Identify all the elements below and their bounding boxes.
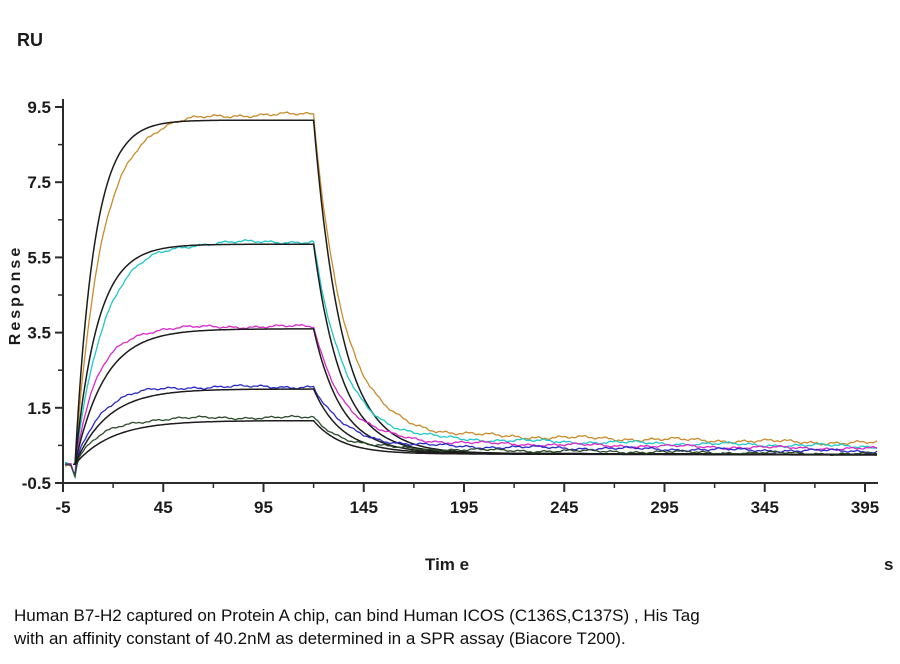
sensorgram-trace-1-orange (64, 111, 878, 477)
sensorgram-trace-3-magenta (64, 324, 878, 476)
y-tick-label: -0.5 (22, 474, 51, 493)
y-axis-unit-label: RU (17, 30, 43, 50)
sensorgram-trace-2-fit (73, 243, 877, 465)
x-tick-label: 345 (751, 498, 779, 517)
y-tick-label: 9.5 (27, 98, 51, 117)
spr-sensorgram-chart: 9.5 7.5 5.5 3.5 1.5 -0.5-5 45 95 145 195 245 295 345… (22, 98, 879, 517)
caption-line-1: Human B7-H2 captured on Protein A chip, … (14, 606, 700, 625)
caption-line-2: with an affinity constant of 40.2nM as d… (14, 629, 626, 648)
x-tick-label: 395 (851, 498, 879, 517)
x-tick-label: 145 (350, 498, 378, 517)
sensorgram-trace-4-blue (64, 384, 878, 478)
x-axis-unit-label: s (884, 555, 894, 574)
x-tick-label: 45 (154, 498, 173, 517)
x-tick-label: 245 (550, 498, 578, 517)
x-tick-label: 95 (254, 498, 273, 517)
sensorgram-trace-5-fit (73, 419, 878, 465)
y-tick-label: 5.5 (27, 248, 51, 267)
spr-sensorgram-figure: 9.5 7.5 5.5 3.5 1.5 -0.5 -5 45 95 145 195 245 295 345… (7, 30, 894, 574)
sensorgram-trace-1-fit (73, 119, 877, 465)
x-tick-label: 295 (650, 498, 678, 517)
sensorgram-trace-3-fit (73, 328, 877, 465)
y-tick-label: 1.5 (27, 399, 51, 418)
x-tick-label: -5 (55, 498, 70, 517)
x-axis-title: Tim e (425, 555, 470, 574)
y-axis-title: Response (7, 244, 24, 346)
y-tick-label: 7.5 (27, 173, 51, 192)
y-tick-label: 3.5 (27, 324, 51, 343)
sensorgram-trace-5-darkgreen (65, 414, 878, 480)
x-tick-label: 195 (450, 498, 478, 517)
figure-caption: Human B7-H2 captured on Protein A chip, … (14, 604, 890, 650)
